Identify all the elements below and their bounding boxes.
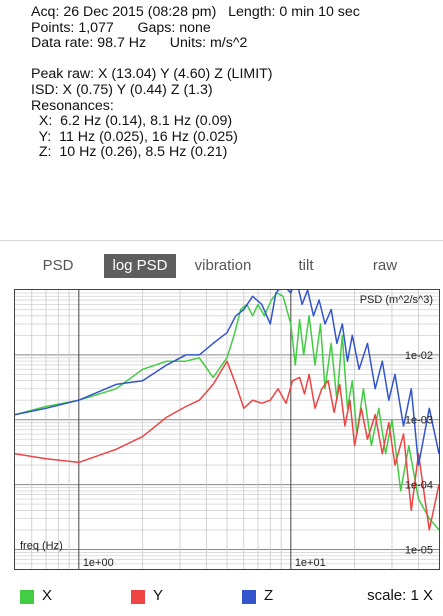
view-tabs: PSD log PSD vibration tilt raw xyxy=(0,254,443,280)
resonance-z-line: Z: 10 Hz (0.26), 8.5 Hz (0.21) xyxy=(31,144,228,161)
tab-raw[interactable]: raw xyxy=(372,257,398,274)
y-tick-label: 1e-03 xyxy=(405,415,433,427)
y-tick-label: 1e-05 xyxy=(405,544,433,556)
y-tick-label: 1e-02 xyxy=(405,350,433,362)
points-line: Points: 1,077 Gaps: none xyxy=(31,19,211,36)
resonance-y-line: Y: 11 Hz (0.025), 16 Hz (0.025) xyxy=(31,128,238,145)
acq-line: Acq: 26 Dec 2015 (08:28 pm) Length: 0 mi… xyxy=(31,4,360,20)
series-x-line xyxy=(15,292,439,531)
series-z-line xyxy=(15,290,439,466)
legend-y-swatch xyxy=(131,590,145,604)
legend-z-swatch xyxy=(242,590,256,604)
x-tick-label: 1e+00 xyxy=(83,557,114,569)
legend-y-label: Y xyxy=(153,587,164,604)
resonance-x-line: X: 6.2 Hz (0.14), 8.1 Hz (0.09) xyxy=(31,113,233,130)
x-tick-label: 1e+01 xyxy=(295,557,326,569)
log-psd-plot: 1e-02 1e-03 1e-04 1e-05 PSD (m^2/s^3) freq (H… xyxy=(15,290,439,569)
resonances-heading: Resonances: xyxy=(31,97,114,114)
legend-x-label: X xyxy=(42,587,53,604)
section-divider xyxy=(0,240,443,241)
peak-raw-line: Peak raw: X (13.04) Y (4.60) Z (LIMIT) xyxy=(31,66,273,83)
legend-z-label: Z xyxy=(264,587,274,604)
data-rate-line: Data rate: 98.7 Hz Units: m/s^2 xyxy=(31,35,248,52)
tab-log-psd[interactable]: log PSD xyxy=(104,254,176,278)
acquisition-info: Acq: 26 Dec 2015 (08:28 pm) Length: 0 mi… xyxy=(31,4,431,161)
x-axis-label: freq (Hz) xyxy=(20,540,63,552)
legend: X Y Z scale: 1 X xyxy=(0,586,443,608)
tab-psd[interactable]: PSD xyxy=(42,257,74,274)
tab-tilt[interactable]: tilt xyxy=(298,257,314,274)
isd-line: ISD: X (0.75) Y (0.44) Z (1.3) xyxy=(31,81,213,98)
scale-label[interactable]: scale: 1 X xyxy=(367,587,433,604)
tab-vibration[interactable]: vibration xyxy=(194,257,252,274)
legend-x-swatch xyxy=(20,590,34,604)
log-psd-chart: 1e-02 1e-03 1e-04 1e-05 PSD (m^2/s^3) freq (H… xyxy=(14,289,440,570)
series-y-line xyxy=(15,360,439,531)
y-tick-label: 1e-04 xyxy=(405,480,433,492)
chart-title: PSD (m^2/s^3) xyxy=(360,294,433,306)
